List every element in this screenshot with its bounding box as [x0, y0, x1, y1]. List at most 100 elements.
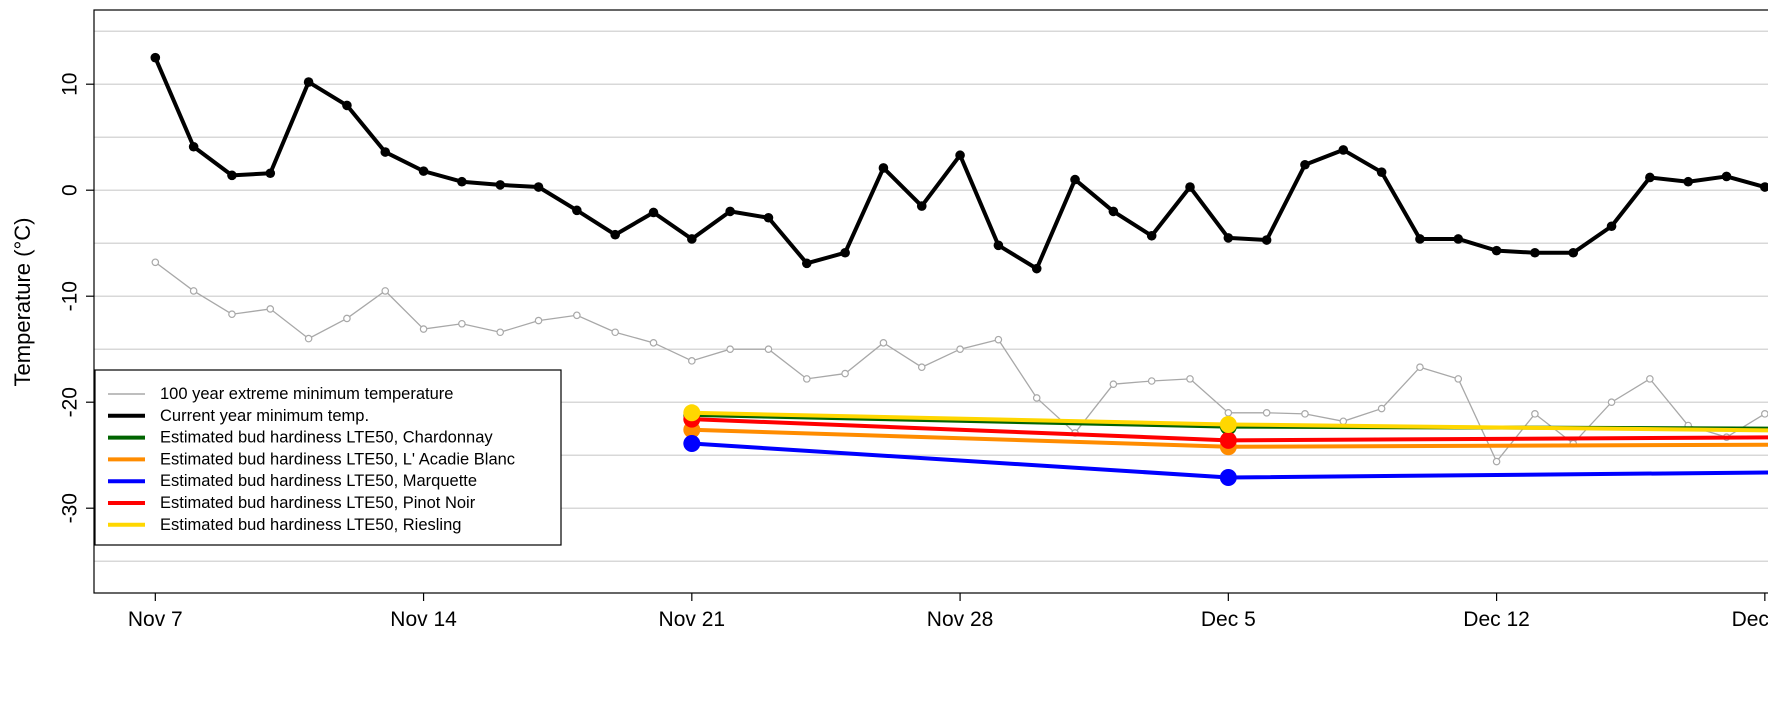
data-point: [1646, 375, 1654, 383]
data-point: [1491, 245, 1502, 256]
data-point: [1339, 417, 1348, 426]
legend-label: Estimated bud hardiness LTE50, L' Acadie…: [160, 450, 515, 468]
data-point: [611, 328, 619, 337]
data-point: [1262, 408, 1271, 417]
data-point: [648, 207, 659, 218]
data-point: [342, 100, 352, 111]
y-tick-label: -30: [59, 493, 82, 523]
data-point: [1108, 206, 1119, 217]
data-point: [688, 357, 696, 365]
data-point: [303, 77, 314, 87]
data-point: [955, 150, 965, 161]
data-point: [534, 316, 543, 325]
data-point: [1109, 380, 1118, 388]
data-point: [1531, 410, 1539, 418]
series-1: [150, 52, 1768, 274]
data-point: [1607, 398, 1616, 407]
data-point: [879, 339, 888, 347]
data-point: [419, 325, 428, 333]
y-tick-label: -20: [59, 387, 82, 417]
y-axis-label: Temperature (°C): [10, 218, 35, 387]
data-point: [1530, 247, 1540, 258]
data-point: [1761, 410, 1768, 418]
data-point: [457, 176, 467, 187]
y-tick-label: 10: [59, 73, 82, 96]
x-tick-label: Nov 21: [659, 608, 726, 631]
data-point: [801, 258, 812, 269]
plot-frame: [93, 9, 1768, 594]
data-point: [150, 52, 161, 63]
data-point: [1568, 247, 1579, 258]
data-point: [1454, 375, 1463, 383]
data-point: [840, 247, 850, 258]
x-tick-label: Nov 28: [927, 608, 994, 631]
x-tick-label: Dec 5: [1201, 608, 1256, 631]
data-point: [227, 170, 237, 181]
data-point: [916, 201, 927, 211]
series-6: [683, 404, 1768, 433]
legend-label: Estimated bud hardiness LTE50, Riesling: [160, 516, 461, 534]
data-point: [726, 345, 734, 354]
data-point: [533, 182, 544, 192]
data-point: [380, 147, 391, 157]
legend: 100 year extreme minimum temperature Curr…: [94, 369, 562, 546]
data-point: [1760, 182, 1768, 192]
data-point: [418, 166, 429, 176]
data-point: [573, 311, 581, 320]
data-point: [495, 180, 506, 190]
legend-label: Estimated bud hardiness LTE50, Chardonna…: [160, 429, 493, 447]
data-point: [381, 287, 390, 295]
data-point: [802, 375, 811, 383]
data-point: [1453, 234, 1464, 244]
legend-box: [94, 369, 562, 546]
data-point: [496, 328, 505, 337]
data-point: [917, 363, 926, 372]
data-point: [993, 240, 1004, 251]
data-point: [725, 206, 735, 217]
data-point: [1606, 221, 1617, 232]
data-point: [878, 163, 889, 173]
data-point: [764, 345, 773, 354]
data-point: [572, 205, 582, 216]
data-point: [343, 314, 351, 323]
y-tick-label: -10: [59, 281, 82, 311]
legend-label: Estimated bud hardiness LTE50, Marquette: [160, 472, 477, 490]
legend-label: 100 year extreme minimum temperature: [160, 385, 453, 403]
data-point: [1147, 377, 1156, 385]
data-point: [1377, 404, 1386, 413]
data-point: [994, 335, 1003, 344]
data-point: [1721, 171, 1732, 182]
grid-lines: [94, 30, 1768, 562]
x-tick-label: Nov 7: [128, 608, 183, 631]
data-point: [265, 168, 276, 179]
data-point: [1416, 363, 1424, 372]
data-point: [266, 305, 275, 313]
data-point: [189, 287, 198, 295]
data-point: [304, 334, 313, 343]
legend-label: Estimated bud hardiness LTE50, Pinot Noi…: [160, 494, 476, 512]
data-point: [1683, 176, 1693, 187]
data-point: [1070, 174, 1080, 185]
data-point: [228, 310, 236, 319]
data-point: [683, 435, 701, 453]
data-point: [1376, 167, 1387, 177]
data-point: [1219, 415, 1237, 433]
series-layer: [150, 52, 1768, 486]
data-point: [1186, 375, 1194, 383]
data-point: [1223, 233, 1234, 243]
data-point: [610, 229, 620, 240]
data-point: [1185, 182, 1195, 192]
data-point: [1261, 235, 1272, 245]
x-tick-label: Nov 14: [390, 608, 457, 631]
y-tick-label: 0: [59, 184, 82, 196]
data-point: [841, 369, 849, 378]
data-point: [763, 212, 774, 223]
legend-label: Current year minimum temp.: [160, 407, 369, 425]
data-point: [649, 339, 658, 347]
data-point: [1031, 263, 1042, 274]
x-tick-label: Dec 12: [1463, 608, 1530, 631]
series-4: [683, 435, 1768, 486]
data-point: [151, 258, 160, 267]
data-point: [1032, 394, 1041, 402]
